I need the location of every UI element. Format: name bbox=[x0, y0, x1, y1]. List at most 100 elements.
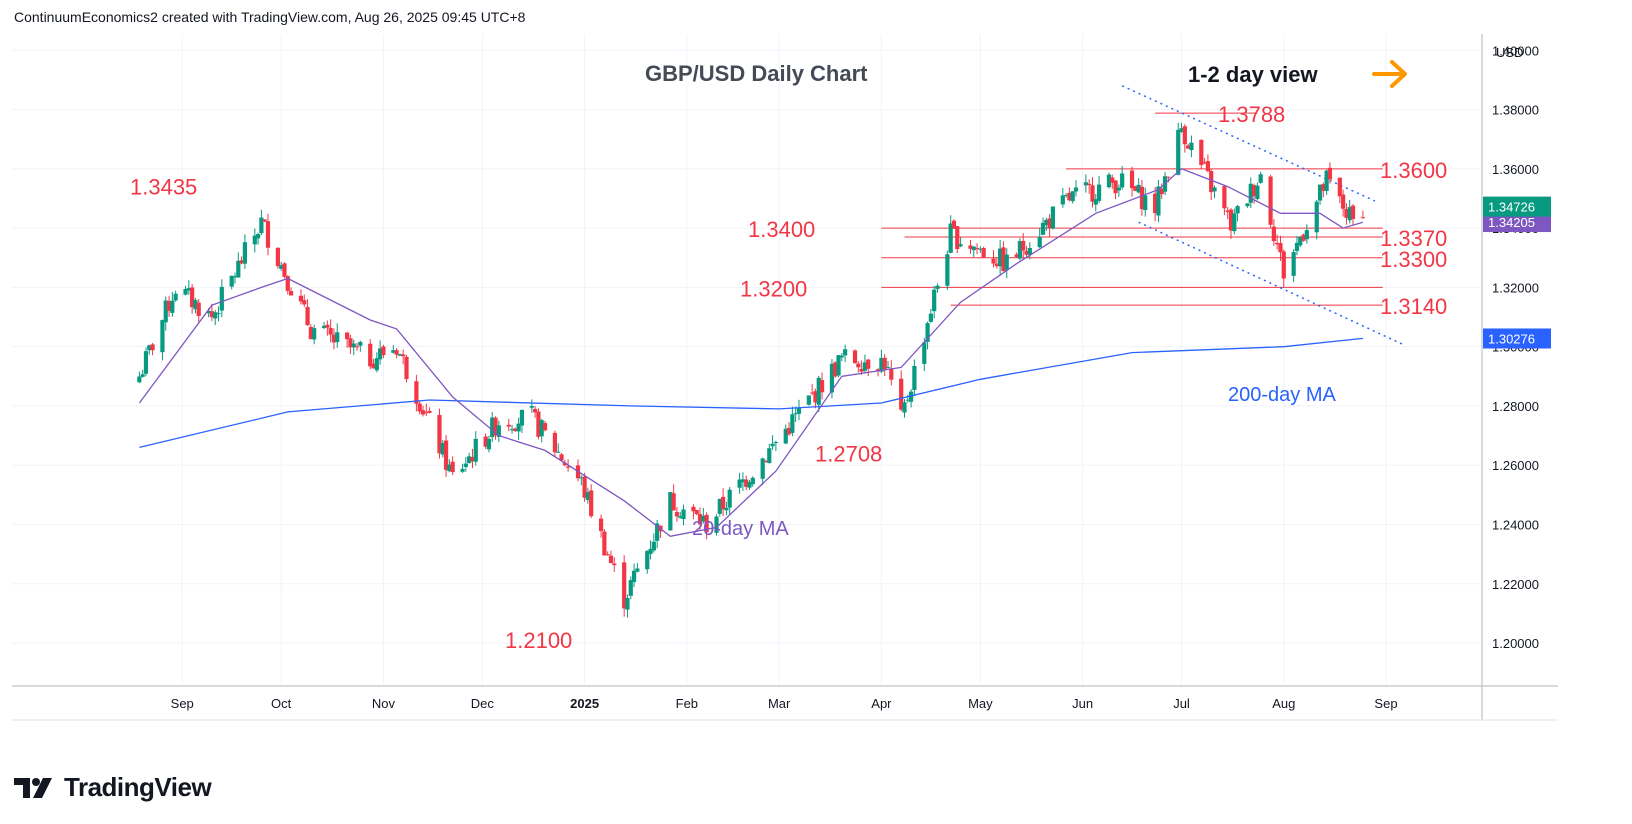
candle-body bbox=[786, 427, 792, 435]
candle-body bbox=[140, 374, 145, 377]
extreme-label: 1.2100 bbox=[505, 628, 572, 653]
candle-body bbox=[252, 235, 257, 245]
candle-body bbox=[1014, 254, 1019, 257]
candle-body bbox=[701, 515, 706, 522]
candle-body bbox=[219, 286, 224, 311]
candle-body bbox=[358, 341, 363, 346]
extreme-label: 1.2708 bbox=[815, 441, 882, 466]
direction-arrow-icon bbox=[1372, 60, 1407, 88]
candle-body bbox=[394, 350, 399, 355]
candle-body bbox=[437, 414, 442, 454]
candle-body bbox=[991, 258, 996, 264]
plot-frame bbox=[12, 34, 1558, 721]
candle-body bbox=[912, 366, 917, 390]
candle-body bbox=[955, 226, 960, 250]
candle-body bbox=[391, 350, 396, 353]
candle-body bbox=[147, 345, 152, 351]
candle-body bbox=[401, 354, 406, 357]
candle-body bbox=[1199, 139, 1204, 166]
candle-body bbox=[1116, 187, 1121, 191]
candle-body bbox=[302, 300, 307, 305]
candle-body bbox=[216, 313, 221, 315]
candle-body bbox=[902, 402, 907, 413]
time-tick-label: 2025 bbox=[570, 696, 599, 711]
candle-body bbox=[427, 410, 432, 413]
candle-body bbox=[496, 425, 501, 437]
candle-body bbox=[1317, 184, 1323, 201]
candle-body bbox=[1304, 230, 1309, 240]
candle-body bbox=[539, 420, 544, 437]
candle-body bbox=[490, 417, 495, 438]
candle-body bbox=[483, 436, 488, 447]
candle-body bbox=[932, 289, 937, 312]
candle-body bbox=[1040, 222, 1046, 235]
candle-body bbox=[783, 428, 788, 444]
candle-body bbox=[163, 300, 168, 323]
candle-body bbox=[1337, 177, 1342, 197]
last-price-badge: 1.34726 bbox=[1488, 200, 1535, 215]
candle-body bbox=[186, 288, 191, 291]
candle-body bbox=[760, 458, 765, 479]
candle-body bbox=[1347, 207, 1352, 221]
candle-body bbox=[879, 357, 884, 372]
candle-body bbox=[935, 285, 940, 289]
candle-body bbox=[282, 263, 287, 277]
grid bbox=[12, 34, 1482, 686]
candle-body bbox=[1341, 194, 1346, 209]
time-tick-label: Sep bbox=[171, 696, 194, 711]
candle-body bbox=[852, 350, 858, 363]
candle-body bbox=[1037, 236, 1042, 248]
candle-body bbox=[335, 332, 340, 343]
candle-body bbox=[1120, 173, 1125, 188]
candle-body bbox=[533, 408, 538, 413]
candle-body bbox=[1255, 185, 1260, 200]
candle-body bbox=[298, 295, 304, 302]
candle-body bbox=[843, 349, 848, 356]
candle-body bbox=[648, 548, 653, 554]
level-label: 1.3140 bbox=[1380, 294, 1447, 319]
candle-body bbox=[262, 219, 267, 222]
ma20-value-badge: 1.34205 bbox=[1488, 215, 1535, 230]
candle-body bbox=[1275, 242, 1280, 245]
price-tick-label: 1.26000 bbox=[1492, 458, 1539, 473]
candle-body bbox=[674, 512, 680, 517]
candle-body bbox=[1044, 219, 1049, 226]
candle-body bbox=[974, 248, 980, 250]
lower-trendline bbox=[1138, 221, 1404, 346]
candle-body bbox=[542, 423, 548, 431]
candle-body bbox=[1159, 188, 1164, 195]
candle-body bbox=[1205, 161, 1211, 172]
price-tick-label: 1.40000 bbox=[1492, 43, 1539, 58]
candle-body bbox=[1360, 217, 1366, 219]
price-tick-label: 1.28000 bbox=[1492, 399, 1539, 414]
chart-attribution: ContinuumEconomics2 created with Trading… bbox=[14, 9, 526, 25]
level-label: 1.3300 bbox=[1380, 247, 1447, 272]
candle-body bbox=[374, 358, 379, 371]
candle-body bbox=[727, 489, 732, 508]
candle-body bbox=[1212, 187, 1217, 192]
tradingview-logo[interactable]: TradingView bbox=[14, 772, 212, 803]
candle-body bbox=[958, 244, 963, 247]
candle-body bbox=[908, 391, 914, 402]
candle-body bbox=[767, 448, 772, 463]
candle-body bbox=[506, 424, 511, 427]
candle-body bbox=[536, 411, 541, 437]
candle-body bbox=[566, 466, 571, 468]
candle-body bbox=[829, 363, 835, 393]
candle-body bbox=[816, 377, 821, 405]
candle-body bbox=[463, 463, 468, 467]
candle-body bbox=[582, 476, 587, 498]
candle-body bbox=[773, 442, 778, 444]
candle-body bbox=[460, 468, 465, 472]
candle-body bbox=[744, 479, 749, 487]
candle-body bbox=[173, 293, 178, 301]
candle-body bbox=[328, 327, 333, 335]
currency-label[interactable]: USD bbox=[1496, 45, 1523, 60]
moving-averages bbox=[138, 168, 1364, 537]
level-label: 1.3370 bbox=[1380, 226, 1447, 251]
candle-body bbox=[450, 461, 455, 473]
candle-body bbox=[737, 479, 742, 488]
last-price-badge-bg bbox=[1483, 196, 1551, 217]
ma200-value-badge-bg bbox=[1483, 328, 1551, 349]
